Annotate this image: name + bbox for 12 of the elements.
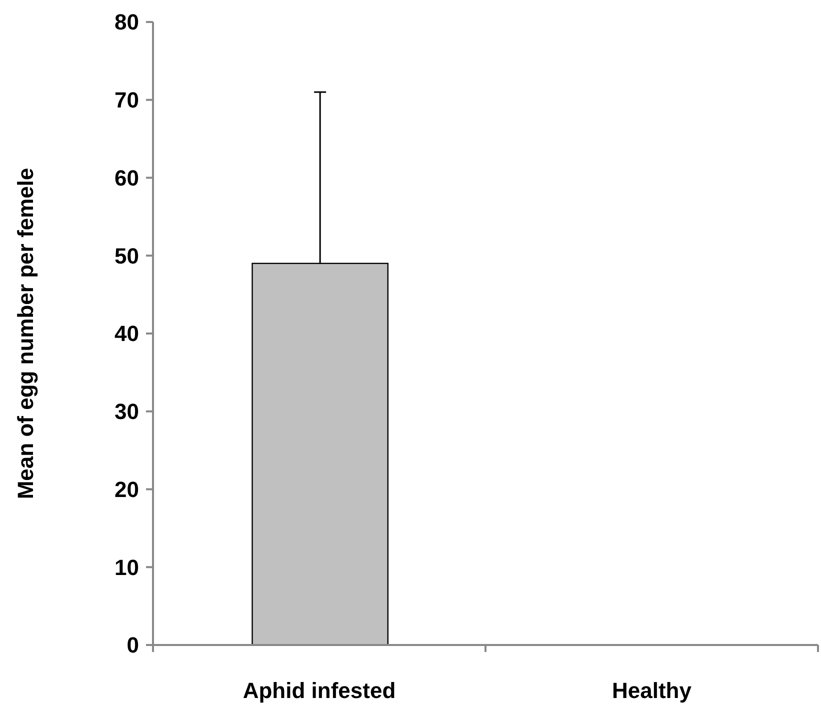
y-tick-label: 20: [114, 476, 139, 502]
y-tick-label: 80: [114, 10, 139, 35]
y-tick-label: 30: [114, 399, 139, 424]
y-axis-title: Mean of egg number per femele: [13, 168, 38, 500]
y-tick-label: 40: [114, 321, 139, 346]
y-tick-label: 50: [114, 243, 139, 268]
y-tick-label: 10: [114, 554, 139, 580]
x-tick-label: Aphid infested: [242, 678, 396, 703]
y-tick-label: 0: [126, 632, 139, 658]
y-tick-label: 70: [114, 88, 139, 113]
y-tick-label: 60: [114, 165, 139, 190]
x-tick-label: Healthy: [612, 678, 692, 703]
